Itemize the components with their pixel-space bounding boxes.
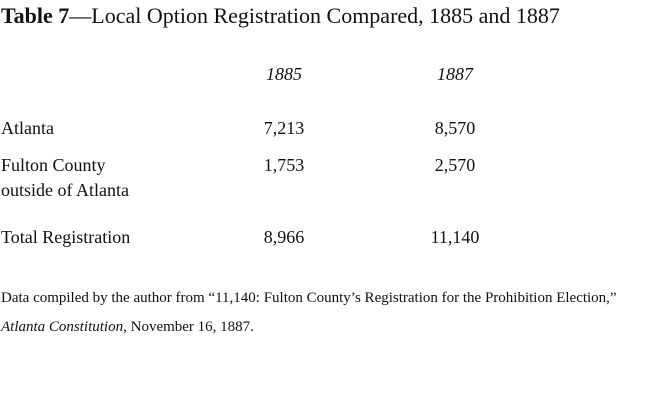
cell: 8,966 [263,227,305,247]
column-header: 1887 [437,64,473,84]
column-header: 1885 [266,64,302,84]
cell: 8,570 [434,118,476,138]
cell: 11,140 [430,227,480,247]
table-title: Table 7—Local Option Registration Compar… [1,3,560,29]
row-label: Atlanta [1,118,54,138]
row-label: Total Registration [1,227,131,247]
publication: Atlanta Constitution [1,319,124,335]
cell: 2,570 [434,155,476,175]
title-text: —Local Option Registration Compared, 188… [69,3,560,28]
table-label: Table 7 [1,3,70,28]
source-note: Data compiled by the author from “11,140… [1,284,661,342]
row-label: Fulton County outside of Atlanta [1,155,129,200]
note-text: Data compiled by the author from “11,140… [1,290,617,306]
cell: 7,213 [263,118,305,138]
note-text: , November 16, 1887. [123,319,254,335]
cell: 1,753 [263,155,305,175]
